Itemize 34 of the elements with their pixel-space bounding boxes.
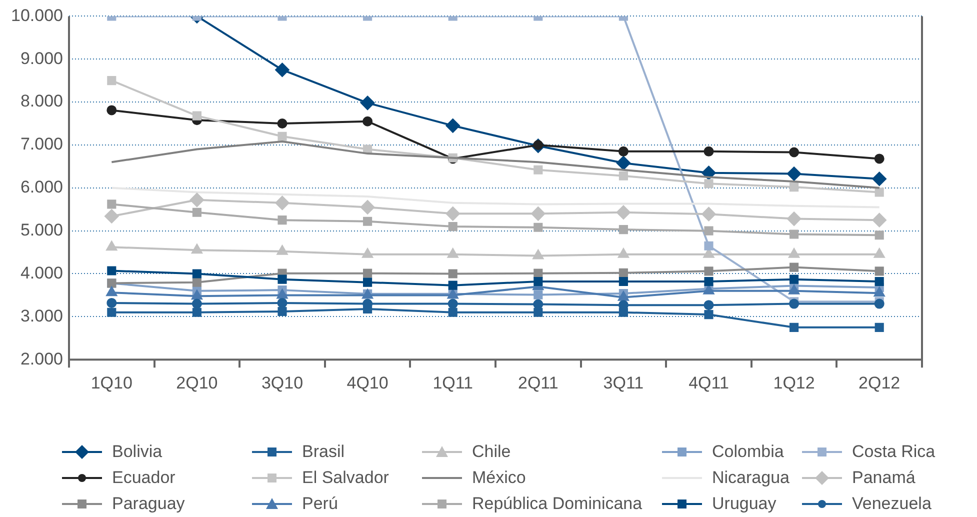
legend-label: Bolivia [112,442,162,462]
y-tick-label: 5.000 [20,220,63,240]
x-tick-label: 3Q11 [603,373,644,392]
y-tick-label: 10.000 [10,6,63,25]
x-tick-label: 1Q10 [90,373,132,392]
y-tick-label: 2.000 [20,349,63,368]
legend-label: Venezuela [852,494,932,514]
x-tick-label: 2Q11 [518,373,558,392]
legend-label: Chile [472,442,511,462]
y-tick-label: 3.000 [20,306,63,326]
y-tick-label: 4.000 [20,263,63,282]
y-tick-label: 7.000 [20,134,63,154]
legend-label: Perú [302,494,338,514]
x-tick-label: 2Q10 [176,373,218,392]
x-tick-label: 1Q12 [773,373,815,392]
legend-label: Nicaragua [712,468,790,488]
x-tick-label: 2Q12 [858,373,900,392]
legend-label: Ecuador [112,468,176,488]
x-tick-label: 3Q10 [261,373,304,392]
legend-label: El Salvador [302,468,389,488]
legend-label: Brasil [302,442,345,462]
legend-label: Uruguay [712,494,776,514]
legend-label: Colombia [712,442,784,462]
legend-label: Paraguay [112,494,185,514]
y-tick-label: 9.000 [20,48,63,68]
x-tick-label: 1Q11 [432,373,474,392]
y-tick-label: 6.000 [20,178,63,197]
x-tick-label: 4Q10 [346,373,388,392]
x-tick-label: 4Q11 [688,373,729,392]
legend-label: Panamá [852,468,916,488]
legend-label: República Dominicana [472,494,642,514]
legend-label: México [472,468,526,488]
y-tick-label: 8.000 [20,92,63,111]
legend-label: Costa Rica [852,442,936,462]
